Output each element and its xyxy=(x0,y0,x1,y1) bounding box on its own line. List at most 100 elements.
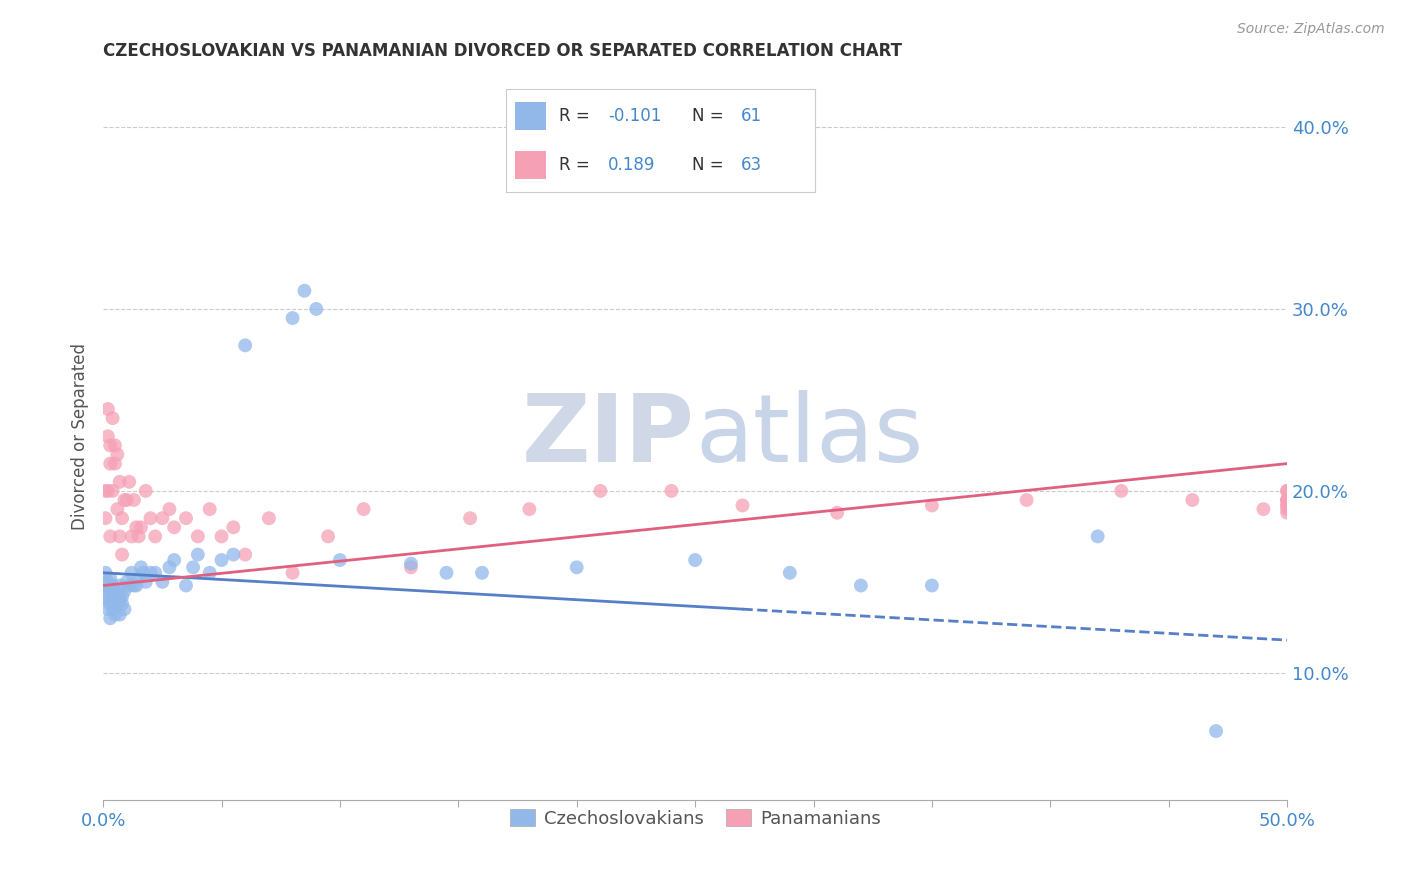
Y-axis label: Divorced or Separated: Divorced or Separated xyxy=(72,343,89,530)
Point xyxy=(101,411,124,425)
Point xyxy=(281,311,304,326)
Point xyxy=(517,502,540,516)
Point xyxy=(257,511,280,525)
Point xyxy=(779,566,801,580)
Point xyxy=(1275,493,1298,508)
Point xyxy=(187,548,209,562)
Point xyxy=(135,574,157,589)
Point xyxy=(1205,724,1227,739)
Point xyxy=(233,338,256,352)
Point xyxy=(122,578,145,592)
Point xyxy=(187,529,209,543)
Point xyxy=(97,574,120,589)
Point xyxy=(128,529,150,543)
Point xyxy=(150,574,173,589)
Point xyxy=(105,588,128,602)
Text: ZIP: ZIP xyxy=(522,391,695,483)
Text: R =: R = xyxy=(558,156,595,174)
Point xyxy=(233,548,256,562)
Point xyxy=(1275,493,1298,508)
Point xyxy=(316,529,339,543)
Point xyxy=(198,566,221,580)
Point xyxy=(94,566,117,580)
Text: 63: 63 xyxy=(741,156,762,174)
Point xyxy=(1275,483,1298,498)
Point xyxy=(174,578,197,592)
Point xyxy=(1181,493,1204,508)
Point xyxy=(108,607,131,622)
Point xyxy=(98,584,121,599)
Point xyxy=(181,560,204,574)
Point xyxy=(174,511,197,525)
Point xyxy=(108,475,131,489)
Point xyxy=(118,578,141,592)
Point xyxy=(108,593,131,607)
Point xyxy=(1275,502,1298,516)
Text: -0.101: -0.101 xyxy=(609,107,662,125)
Point xyxy=(115,574,138,589)
Point xyxy=(921,578,943,592)
Bar xyxy=(516,102,547,130)
Text: N =: N = xyxy=(692,107,728,125)
Text: N =: N = xyxy=(692,156,728,174)
Point xyxy=(143,529,166,543)
Point xyxy=(97,402,120,417)
Point xyxy=(121,529,143,543)
Point xyxy=(159,502,181,516)
Point xyxy=(125,578,148,592)
Point xyxy=(163,553,186,567)
Point xyxy=(94,590,117,604)
Point xyxy=(97,593,120,607)
Point xyxy=(1275,506,1298,520)
Point xyxy=(222,548,245,562)
Point xyxy=(294,284,316,298)
Point xyxy=(1111,483,1133,498)
Point xyxy=(97,483,120,498)
Point xyxy=(211,553,233,567)
Point xyxy=(305,301,328,316)
Point xyxy=(1015,493,1038,508)
Point xyxy=(97,429,120,443)
Point xyxy=(471,566,494,580)
Point xyxy=(143,566,166,580)
Point xyxy=(1275,493,1298,508)
Point xyxy=(661,483,683,498)
Point xyxy=(98,611,121,625)
Point xyxy=(101,483,124,498)
Point xyxy=(104,584,127,599)
Point xyxy=(211,529,233,543)
Point xyxy=(105,502,128,516)
Text: 61: 61 xyxy=(741,107,762,125)
Point xyxy=(105,448,128,462)
Point xyxy=(105,597,128,611)
Point xyxy=(921,499,943,513)
Text: R =: R = xyxy=(558,107,595,125)
Point xyxy=(1275,499,1298,513)
Text: Source: ZipAtlas.com: Source: ZipAtlas.com xyxy=(1237,22,1385,37)
Point xyxy=(101,602,124,616)
Point xyxy=(114,602,136,616)
Point xyxy=(97,584,120,599)
Point xyxy=(1253,502,1275,516)
Point xyxy=(122,493,145,508)
Point xyxy=(436,566,458,580)
Point xyxy=(163,520,186,534)
Point xyxy=(825,506,848,520)
Point xyxy=(1275,499,1298,513)
Point xyxy=(125,520,148,534)
Point xyxy=(94,578,117,592)
Point xyxy=(222,520,245,534)
Point xyxy=(159,560,181,574)
Point xyxy=(731,499,754,513)
Point xyxy=(139,566,162,580)
Point xyxy=(94,511,117,525)
Point xyxy=(565,560,588,574)
Point xyxy=(101,590,124,604)
Point xyxy=(115,493,138,508)
Legend: Czechoslovakians, Panamanians: Czechoslovakians, Panamanians xyxy=(502,802,887,835)
Point xyxy=(329,553,352,567)
Point xyxy=(589,483,612,498)
Point xyxy=(128,571,150,585)
Point xyxy=(118,475,141,489)
Point xyxy=(849,578,872,592)
